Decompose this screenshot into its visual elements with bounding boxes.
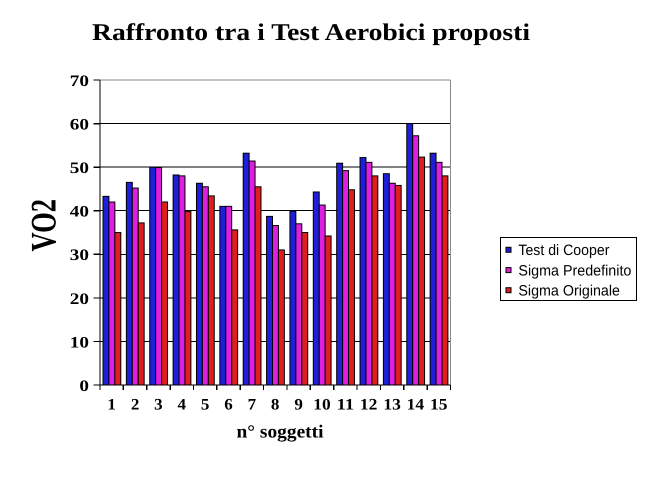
- svg-text:2: 2: [131, 396, 140, 413]
- svg-text:Sigma Predefinito: Sigma Predefinito: [518, 263, 631, 280]
- svg-text:15: 15: [430, 396, 448, 413]
- svg-text:Sigma Originale: Sigma Originale: [518, 283, 620, 300]
- svg-text:30: 30: [70, 247, 89, 264]
- svg-text:20: 20: [70, 291, 89, 308]
- svg-text:7: 7: [248, 396, 257, 413]
- svg-text:1: 1: [107, 396, 116, 413]
- svg-text:50: 50: [70, 160, 89, 177]
- svg-text:12: 12: [360, 396, 378, 413]
- svg-text:60: 60: [70, 117, 89, 134]
- svg-text:13: 13: [383, 396, 401, 413]
- svg-text:n° soggetti: n° soggetti: [237, 423, 324, 443]
- svg-text:40: 40: [70, 204, 89, 221]
- svg-text:11: 11: [337, 396, 355, 413]
- svg-text:14: 14: [407, 396, 425, 413]
- svg-text:VO2: VO2: [24, 199, 64, 252]
- svg-text:8: 8: [271, 396, 280, 413]
- svg-text:10: 10: [70, 334, 89, 351]
- svg-text:70: 70: [70, 73, 89, 90]
- svg-text:10: 10: [313, 396, 331, 413]
- svg-text:5: 5: [201, 396, 210, 413]
- svg-text:Raffronto tra i Test Aerobici: Raffronto tra i Test Aerobici proposti: [92, 20, 530, 46]
- svg-text:Test di Cooper: Test di Cooper: [518, 242, 609, 259]
- svg-text:4: 4: [178, 396, 187, 413]
- svg-text:9: 9: [294, 396, 303, 413]
- svg-text:0: 0: [79, 378, 89, 395]
- svg-text:3: 3: [154, 396, 163, 413]
- svg-text:6: 6: [224, 396, 233, 413]
